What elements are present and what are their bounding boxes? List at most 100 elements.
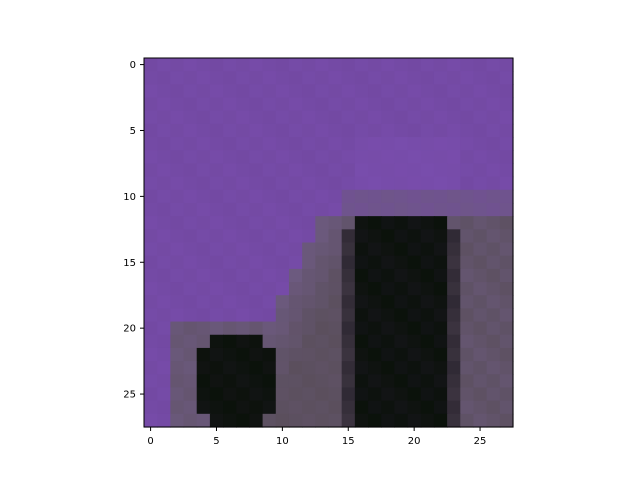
y-tick-label: 25 <box>123 390 136 401</box>
heatmap-cell <box>302 229 316 244</box>
heatmap-cell <box>328 150 343 165</box>
heatmap-cell <box>420 361 435 375</box>
heatmap-cell <box>144 163 158 178</box>
heatmap-cell <box>209 163 224 178</box>
heatmap-cell <box>499 176 514 191</box>
heatmap-cell <box>368 413 382 428</box>
heatmap-cell <box>196 58 211 72</box>
heatmap-cell <box>262 387 277 402</box>
heatmap-cell <box>354 84 369 99</box>
heatmap-cell <box>144 347 158 362</box>
heatmap-cell <box>420 216 435 230</box>
heatmap-cell <box>315 400 330 415</box>
heatmap-cell <box>288 321 303 336</box>
heatmap-cell <box>288 308 303 323</box>
heatmap-cell <box>407 202 422 217</box>
heatmap-cell <box>170 242 185 257</box>
heatmap-cell <box>328 229 343 244</box>
heatmap-cell <box>170 150 185 165</box>
heatmap-cell <box>341 295 356 309</box>
heatmap-cell <box>341 202 356 217</box>
heatmap-cell <box>223 229 237 244</box>
heatmap-cell <box>394 321 409 336</box>
heatmap-cell <box>262 202 277 217</box>
heatmap-cell <box>473 255 488 270</box>
heatmap-cell <box>420 308 435 323</box>
heatmap-cell <box>368 400 382 415</box>
heatmap-cell <box>381 58 395 72</box>
heatmap-cell <box>262 347 277 362</box>
heatmap-cell <box>144 268 158 283</box>
heatmap-cell <box>249 374 264 389</box>
heatmap-cell <box>275 216 290 230</box>
heatmap-cell <box>433 374 448 389</box>
heatmap-cell <box>183 216 198 230</box>
heatmap-cell <box>288 413 303 428</box>
heatmap-cell <box>288 189 303 204</box>
heatmap-cell <box>275 295 290 309</box>
heatmap-cell <box>486 334 501 349</box>
heatmap-cell <box>486 216 501 230</box>
heatmap-cell <box>223 242 237 257</box>
heatmap-cell <box>196 321 211 336</box>
x-axis: 0 5 10 15 20 25 <box>147 427 486 447</box>
x-tick-label: 15 <box>342 436 355 447</box>
heatmap-cell <box>170 282 185 296</box>
heatmap-cell <box>249 282 264 296</box>
heatmap-cell <box>394 361 409 375</box>
heatmap-cell <box>433 387 448 402</box>
heatmap-cell <box>407 176 422 191</box>
heatmap-cell <box>328 347 343 362</box>
heatmap-cell <box>144 71 158 85</box>
heatmap-cell <box>368 216 382 230</box>
heatmap-cell <box>486 202 501 217</box>
heatmap-cell <box>144 242 158 257</box>
heatmap-cell <box>288 229 303 244</box>
heatmap-cell <box>249 295 264 309</box>
heatmap-cell <box>170 347 185 362</box>
heatmap-cell <box>473 97 488 112</box>
heatmap-cell <box>407 400 422 415</box>
heatmap-cell <box>302 163 316 178</box>
heatmap-cell <box>473 123 488 138</box>
heatmap-cell <box>433 321 448 336</box>
heatmap-cell <box>236 189 251 204</box>
heatmap-cell <box>170 176 185 191</box>
heatmap-cell <box>328 295 343 309</box>
heatmap-cell <box>381 413 395 428</box>
heatmap-cell <box>433 347 448 362</box>
heatmap-cell <box>499 242 514 257</box>
heatmap-cell <box>196 216 211 230</box>
heatmap-cell <box>473 347 488 362</box>
heatmap-cell <box>223 84 237 99</box>
heatmap-cell <box>341 347 356 362</box>
heatmap-cell <box>302 71 316 85</box>
heatmap-cell <box>223 110 237 125</box>
heatmap-cell <box>144 229 158 244</box>
heatmap-cell <box>486 123 501 138</box>
heatmap-cell <box>447 268 461 283</box>
heatmap-cell <box>157 387 171 402</box>
heatmap-cell <box>157 137 171 151</box>
heatmap-cell <box>420 400 435 415</box>
heatmap-cell <box>249 71 264 85</box>
heatmap-cell <box>420 242 435 257</box>
heatmap-cell <box>209 176 224 191</box>
heatmap-cell <box>381 189 395 204</box>
heatmap-cell <box>433 361 448 375</box>
heatmap-cell <box>209 137 224 151</box>
heatmap-cell <box>447 202 461 217</box>
heatmap-cell <box>183 202 198 217</box>
heatmap-cell <box>275 110 290 125</box>
heatmap-cell <box>209 347 224 362</box>
heatmap-cell <box>209 295 224 309</box>
heatmap-cell <box>302 58 316 72</box>
heatmap-cell <box>473 58 488 72</box>
heatmap-cell <box>328 163 343 178</box>
heatmap-cell <box>315 110 330 125</box>
heatmap-cell <box>144 189 158 204</box>
heatmap-cell <box>381 202 395 217</box>
heatmap-cell <box>394 84 409 99</box>
heatmap-cell <box>209 361 224 375</box>
heatmap-cell <box>249 268 264 283</box>
